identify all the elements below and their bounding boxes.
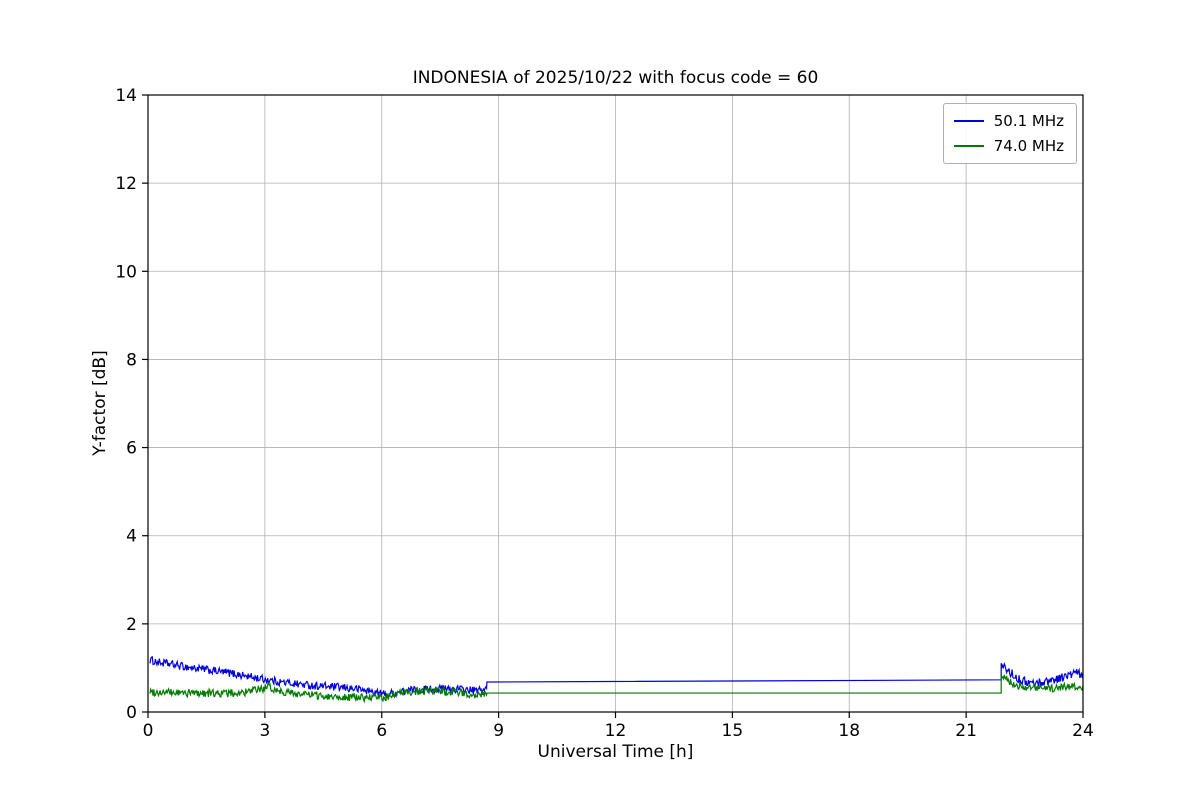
y-tick-label: 10	[115, 262, 137, 282]
legend-line-sample-green	[953, 145, 984, 147]
x-tick-label: 21	[955, 721, 977, 741]
y-tick-label: 12	[115, 174, 137, 194]
legend-entry-74-0-mhz: 74.0 MHz	[953, 137, 1064, 155]
x-tick-label: 15	[722, 721, 744, 741]
y-tick-label: 2	[126, 615, 137, 635]
x-tick-label: 6	[376, 721, 387, 741]
x-tick-label: 24	[1072, 721, 1094, 741]
y-tick-label: 14	[115, 86, 137, 106]
legend: 50.1 MHz 74.0 MHz	[942, 103, 1077, 164]
gridlines	[147, 94, 1084, 713]
x-tick-label: 12	[605, 721, 627, 741]
series-lines	[149, 656, 1084, 704]
y-tick-label: 8	[126, 350, 137, 370]
legend-label: 74.0 MHz	[993, 137, 1064, 155]
x-tick-label: 18	[838, 721, 860, 741]
y-axis-label: Y-factor [dB]	[90, 350, 110, 456]
x-axis-label: Universal Time [h]	[537, 742, 694, 762]
chart-title: INDONESIA of 2025/10/22 with focus code …	[412, 68, 819, 88]
y-tick-label: 0	[126, 703, 137, 723]
y-tick-label: 6	[126, 439, 137, 459]
series-line-50-1-mhz	[149, 656, 1084, 699]
x-tick-label: 0	[143, 721, 154, 741]
legend-label: 50.1 MHz	[993, 112, 1064, 130]
series-line-74-0-mhz	[149, 674, 1084, 704]
legend-entry-50-1-mhz: 50.1 MHz	[953, 112, 1064, 130]
legend-line-sample-blue	[953, 120, 984, 122]
x-tick-label: 3	[259, 721, 270, 741]
y-tick-label: 4	[126, 527, 137, 547]
x-tick-label: 9	[493, 721, 504, 741]
